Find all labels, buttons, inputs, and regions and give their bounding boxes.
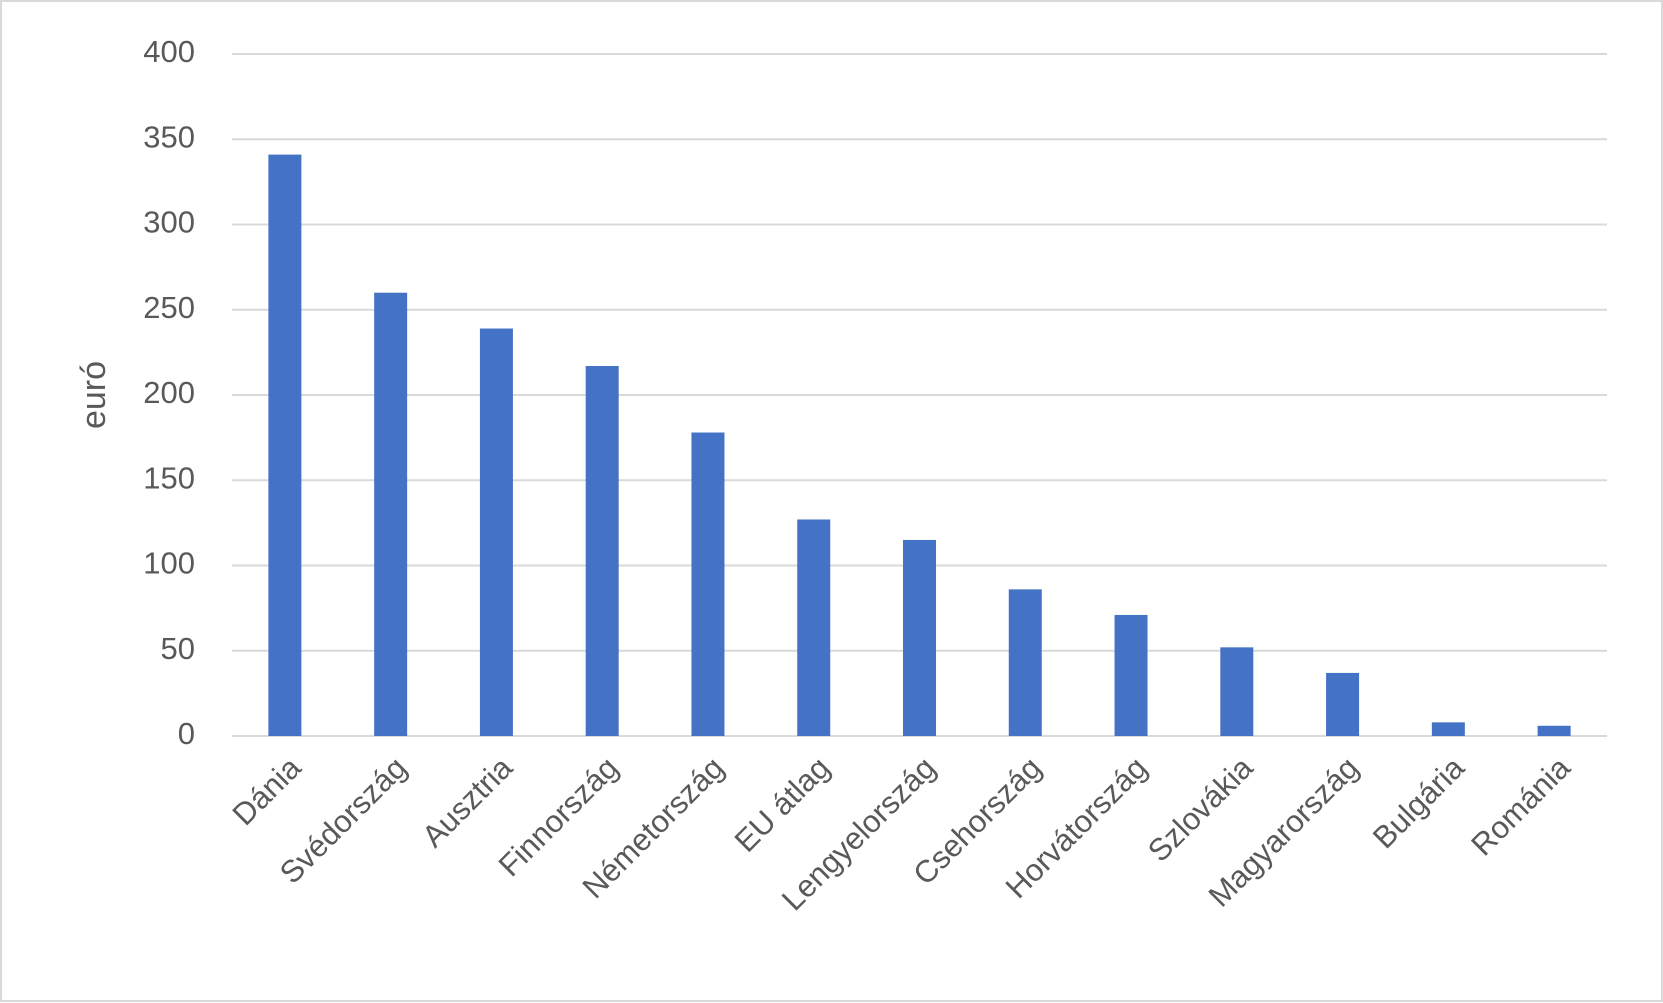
bar bbox=[1326, 672, 1360, 736]
bar bbox=[903, 539, 936, 736]
y-tick-label: 200 bbox=[143, 375, 195, 410]
y-tick-label: 350 bbox=[143, 119, 195, 154]
y-tick-label: 250 bbox=[143, 290, 195, 325]
bar bbox=[479, 328, 513, 736]
bar bbox=[1220, 647, 1254, 736]
bar bbox=[1114, 614, 1148, 736]
bar bbox=[1008, 589, 1042, 736]
bar bbox=[691, 432, 725, 736]
y-tick-label: 400 bbox=[143, 34, 195, 69]
bar bbox=[268, 154, 302, 737]
y-tick-label: 0 bbox=[178, 716, 195, 751]
y-tick-label: 150 bbox=[143, 460, 195, 495]
y-tick-label: 50 bbox=[161, 631, 195, 666]
bar bbox=[797, 519, 831, 736]
y-axis-label: euró bbox=[75, 361, 113, 429]
bar bbox=[585, 366, 619, 736]
y-tick-label: 300 bbox=[143, 205, 195, 240]
y-tick-label: 100 bbox=[143, 546, 195, 581]
bar bbox=[374, 292, 408, 736]
bar bbox=[1537, 725, 1571, 736]
bar bbox=[1431, 722, 1465, 736]
